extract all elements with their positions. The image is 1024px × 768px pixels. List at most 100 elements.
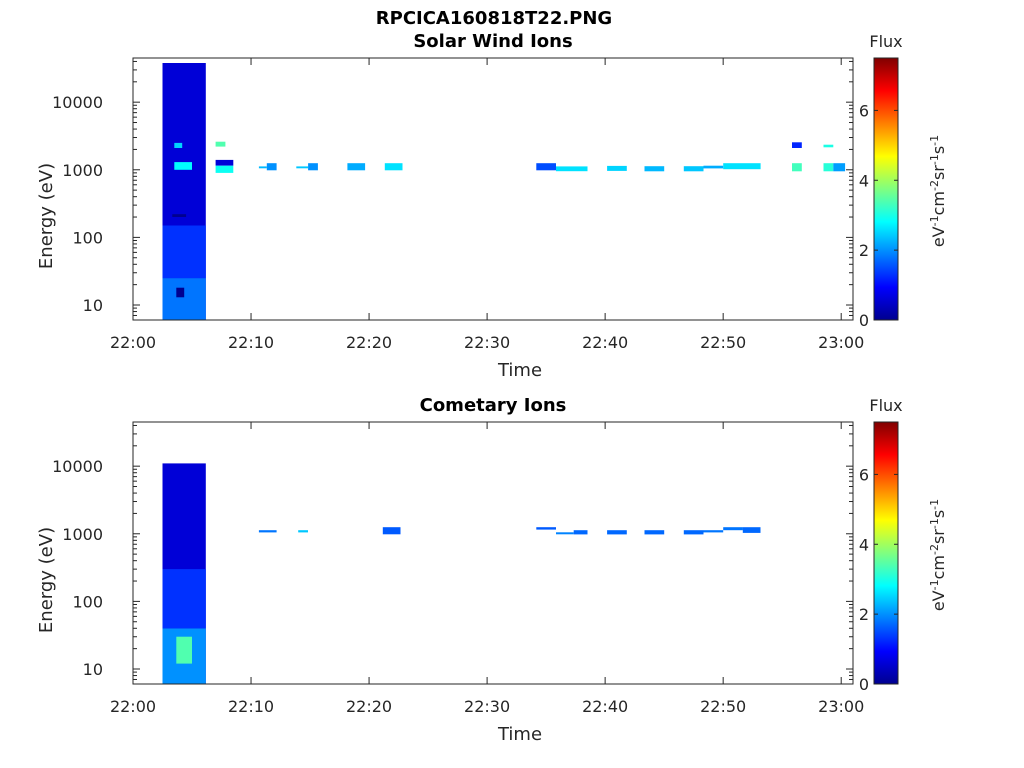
spectrogram-band [536,163,556,171]
spectrogram-band [176,287,185,298]
spectrogram-band [683,530,704,535]
x-tick-label: 22:30 [464,333,510,352]
x-tick-label: 22:40 [582,333,628,352]
spectrogram-band [384,163,403,171]
x-axis-label: Time [497,360,542,381]
spectrogram-band [644,530,665,535]
colorbar-title: Flux [869,32,902,51]
spectrogram-band [556,532,574,535]
panel-0: Solar Wind Ions 22:00 22:10 22:20 22:30 22:40… [36,31,948,381]
spectrogram-band [215,165,234,173]
spectrogram-band [308,163,318,171]
spectrogram-band [215,159,234,166]
x-tick-label: 22:10 [228,333,274,352]
y-tick-label: 100 [72,592,103,611]
unit-symbol: sr [929,165,948,180]
unit-symbol: sr [929,529,948,544]
spectrogram-band [215,141,226,147]
x-tick-label: 22:20 [346,333,392,352]
spectrogram-band [347,163,366,171]
spectrogram-band [296,166,309,169]
spectrogram-band [573,530,588,535]
colorbar-tick-label: 4 [859,171,869,190]
colorbar-units-label: eV-1cm-2sr-1s-1 [928,499,949,611]
spectrogram-band [162,225,206,279]
spectrogram-band [174,162,192,170]
colorbar-tick-label: 6 [859,101,869,120]
spectrogram-band [833,163,846,172]
spectrogram-band [162,569,206,629]
spectrogram-band [162,278,206,320]
x-tick-label: 22:50 [700,697,746,716]
y-axis-label: Energy (eV) [36,163,57,269]
unit-exponent: -1 [928,518,941,529]
spectrogram-band [703,165,724,169]
y-tick-label: 1000 [62,161,103,180]
y-tick-label: 100 [72,228,103,247]
x-tick-label: 22:10 [228,697,274,716]
spectrogram-band [536,527,556,530]
spectrogram-band [792,163,802,172]
y-tick-label: 10 [83,296,103,315]
figure-title: RPCICA160818T22.PNG [376,8,612,29]
x-tick-label: 22:00 [110,697,156,716]
colorbar-tick-label: 2 [859,605,869,624]
colorbar [873,421,899,685]
x-tick-label: 23:00 [818,333,864,352]
colorbar-title: Flux [869,396,902,415]
colorbar-tick-label: 6 [859,465,869,484]
colorbar-tick-label: 0 [859,311,869,330]
y-tick-label: 1000 [62,525,103,544]
colorbar-tick-label: 4 [859,535,869,554]
spectrogram-band [683,166,704,172]
unit-symbol: s [929,510,948,518]
x-axis-label: Time [497,724,542,745]
spectrogram-band [176,636,192,664]
x-tick-label: 22:50 [700,333,746,352]
unit-exponent: -1 [928,215,941,226]
unit-symbol: cm [929,555,948,579]
unit-exponent: -1 [928,135,941,146]
x-tick-label: 22:20 [346,697,392,716]
spectrogram-band [174,142,183,148]
x-tick-label: 22:30 [464,697,510,716]
spectrogram-band [266,163,277,171]
x-tick-label: 22:00 [110,333,156,352]
spectrogram-band [644,166,665,172]
spectrogram-band [823,144,834,148]
spectrogram-band [172,214,187,217]
unit-symbol: s [929,146,948,154]
plot-frame [132,421,854,685]
colorbar [873,57,899,321]
spectrogram-band [723,163,761,170]
unit-exponent: -1 [928,579,941,590]
unit-symbol: cm [929,191,948,215]
x-tick-label: 22:40 [582,697,628,716]
unit-symbol: eV [929,226,948,247]
spectrogram-band [742,527,761,533]
spectrogram-band [258,166,267,169]
unit-exponent: -2 [928,180,941,191]
spectrogram-band [723,527,743,531]
unit-exponent: -1 [928,499,941,510]
plot-frame [132,57,854,321]
panel-title: Cometary Ions [420,395,567,416]
x-tick-label: 23:00 [818,697,864,716]
spectrogram-band [298,530,308,533]
spectrogram-band [556,166,588,172]
colorbar-units-label: eV-1cm-2sr-1s-1 [928,135,949,247]
spectrogram-band [823,163,834,172]
spectrogram-band [382,527,401,535]
y-tick-label: 10000 [52,93,103,112]
unit-symbol: eV [929,590,948,611]
spectrogram-band [607,165,627,171]
colorbar-tick-label: 0 [859,675,869,694]
y-axis-label: Energy (eV) [36,527,57,633]
spectrogram-band [607,530,627,535]
unit-exponent: -1 [928,154,941,165]
colorbar-tick-label: 2 [859,241,869,260]
spectrogram-band [792,142,802,148]
unit-exponent: -2 [928,544,941,555]
